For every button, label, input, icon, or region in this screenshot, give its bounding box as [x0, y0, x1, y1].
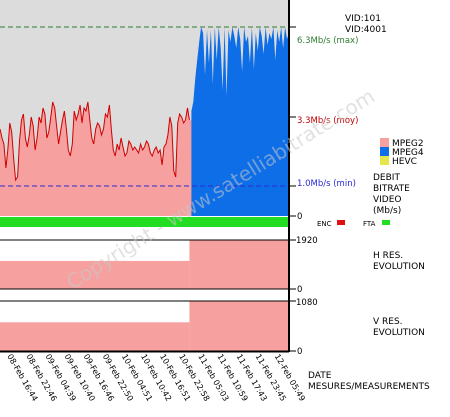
reference-lines: [0, 26, 296, 217]
series-area-mpeg4: [191, 27, 289, 216]
h-res-title-line2: EVOLUTION: [373, 262, 425, 272]
x-axis-title-line1: DATE: [308, 371, 332, 381]
moy-line-label: 3.3Mb/s (moy): [297, 116, 358, 126]
series-line-mpeg2: [0, 101, 190, 182]
v-res-segment-1: [189, 301, 289, 351]
h-res-panel: [0, 239, 296, 290]
v-res-title-line1: V RES.: [373, 317, 403, 327]
legend-label-mpeg4: MPEG4: [392, 148, 424, 158]
fta-status-bar: [0, 217, 289, 227]
max-line-label: 6.3Mb/s (max): [297, 36, 358, 46]
h-res-zero-tick: 0: [297, 285, 302, 295]
v-res-segment-0: [0, 322, 190, 351]
min-line-label: 1.0Mb/s (min): [297, 179, 356, 189]
legend-swatch-mpeg4: [380, 147, 389, 156]
enc-marker: [337, 220, 345, 225]
legend-label-mpeg2: MPEG2: [392, 139, 424, 149]
h-res-segment-0: [0, 260, 190, 289]
x-axis-title-line2: MESURES/MEASUREMENTS: [308, 382, 430, 392]
legend-label-hevc: HEVC: [392, 157, 417, 167]
fta-marker: [382, 220, 390, 225]
v-res-zero-tick: 0: [297, 347, 302, 357]
v-res-top-tick: 1080: [296, 298, 318, 308]
v-res-panel: [0, 300, 296, 352]
h-res-title-line1: H RES.: [373, 251, 403, 261]
zero-line-label: 0: [297, 212, 302, 222]
enc-label: ENC: [317, 220, 332, 228]
legend-swatch-mpeg2: [380, 138, 389, 147]
series-area-mpeg2: [0, 102, 192, 216]
legend-swatch-hevc: [380, 156, 389, 165]
h-res-segment-1: [189, 240, 289, 289]
vid-label-1: VID:101: [345, 14, 381, 24]
main-plot-areas: [0, 27, 289, 216]
y-axis-title: DEBIT BITRATE VIDEO (Mb/s): [373, 173, 413, 216]
h-res-top-tick: 1920: [296, 236, 318, 246]
fta-label: FTA: [363, 220, 376, 228]
v-res-title-line2: EVOLUTION: [373, 328, 425, 338]
legend: MPEG2 MPEG4 HEVC: [380, 138, 424, 167]
vid-label-2: VID:4001: [345, 25, 387, 35]
